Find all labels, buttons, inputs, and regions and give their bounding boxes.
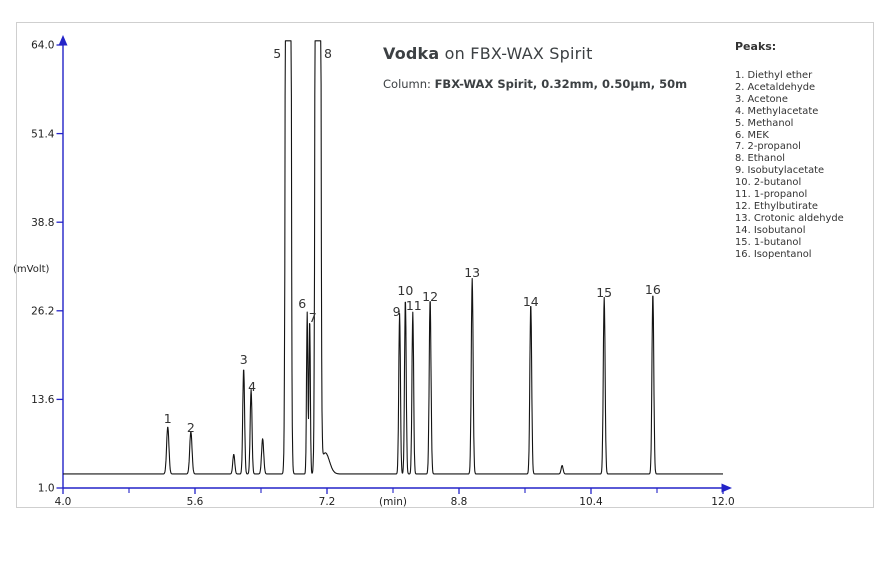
axes	[58, 35, 732, 493]
chart-title-block: Vodka on FBX-WAX Spirit Column: FBX-WAX …	[383, 44, 687, 91]
chart-frame	[16, 22, 874, 508]
y-tick-label: 13.6	[31, 394, 55, 406]
peak-label-7: 7	[308, 310, 317, 326]
legend-item: 1. Diethyl ether	[735, 70, 813, 81]
column-spec-label: Column:	[383, 77, 435, 91]
x-tick-label: 8.8	[451, 496, 468, 508]
x-tick-label: 5.6	[187, 496, 204, 508]
peak-label-12: 12	[422, 288, 439, 304]
legend-item: 6. MEK	[735, 129, 769, 141]
footer: 020-22826668 www.gzflm.com 广州菲罗门科学仪器有限公司…	[0, 510, 896, 579]
y-tick-label: 26.2	[31, 306, 54, 318]
legend-item: 9. Isobutylacetate	[735, 165, 825, 177]
legend-item: 12. Ethylbutirate	[735, 200, 819, 212]
x-tick-label: 7.2	[319, 496, 336, 508]
peak-label-15: 15	[596, 285, 613, 301]
x-axis-unit-label: (min)	[379, 496, 407, 508]
peaks-legend-items: 1. Diethyl ether 2. Acetaldehyde 3. Aceton…	[735, 70, 844, 261]
column-spec-value: FBX-WAX Spirit, 0.32mm, 0.50µm, 50m	[434, 77, 688, 91]
y-axis-unit-label: (mVolt)	[13, 264, 50, 275]
chart-title: Vodka on FBX-WAX Spirit	[383, 44, 687, 63]
y-tick-label: 51.4	[31, 128, 55, 140]
legend-item: 4. Methylacetate	[735, 105, 819, 117]
peak-label-14: 14	[522, 293, 539, 309]
legend-item: 2. Acetaldehyde	[735, 81, 816, 93]
x-tick-label: 12.0	[711, 496, 734, 508]
peak-label-9: 9	[392, 303, 401, 319]
legend-item: 11. 1-propanol	[735, 189, 808, 201]
legend-item: 14. Isobutanol	[735, 224, 806, 236]
legend-item: 15. 1-butanol	[735, 236, 802, 248]
peak-label-10: 10	[397, 282, 414, 298]
axis-ticks: 1.0 13.6 26.2 38.8 51.4 64.0 4.0 5.6 7.2 8.8 10.4 1…	[31, 40, 735, 508]
peak-label-6: 6	[298, 296, 307, 312]
legend-item: 3. Acetone	[735, 93, 788, 105]
legend-item: 13. Crotonic aldehyde	[735, 212, 844, 224]
peaks-legend-heading: Peaks:	[735, 40, 777, 53]
peak-label-5: 5	[273, 46, 282, 61]
legend-item: 10. 2-butanol	[735, 177, 802, 189]
peak-label-4: 4	[248, 378, 257, 394]
column-spec: Column: FBX-WAX Spirit, 0.32mm, 0.50µm, …	[383, 77, 687, 91]
chromatogram-trace	[62, 40, 724, 475]
legend-item: 7. 2-propanol	[735, 141, 801, 153]
y-tick-label: 64.0	[31, 40, 54, 52]
trace-line	[62, 40, 724, 475]
x-tick-label: 10.4	[579, 496, 603, 508]
legend-item: 16. Isopentanol	[735, 248, 812, 260]
x-tick-label: 4.0	[55, 496, 72, 508]
peak-label-3: 3	[239, 352, 248, 368]
chart-title-column-suffix: on FBX-WAX Spirit	[439, 44, 593, 63]
y-tick-label: 38.8	[31, 217, 54, 229]
peak-label-8: 8	[323, 46, 332, 61]
peak-label-16: 16	[644, 282, 661, 298]
peak-label-2: 2	[186, 419, 195, 435]
legend-item: 5. Methanol	[735, 117, 794, 129]
y-tick-label: 1.0	[38, 483, 55, 495]
peak-label-11: 11	[405, 298, 422, 314]
peaks-legend: Peaks: 1. Diethyl ether 2. Acetaldehyde 3.…	[735, 40, 844, 261]
peak-label-1: 1	[163, 410, 172, 426]
peak-label-13: 13	[464, 265, 481, 281]
chart-title-sample: Vodka	[383, 44, 440, 63]
legend-item: 8. Ethanol	[735, 153, 786, 165]
